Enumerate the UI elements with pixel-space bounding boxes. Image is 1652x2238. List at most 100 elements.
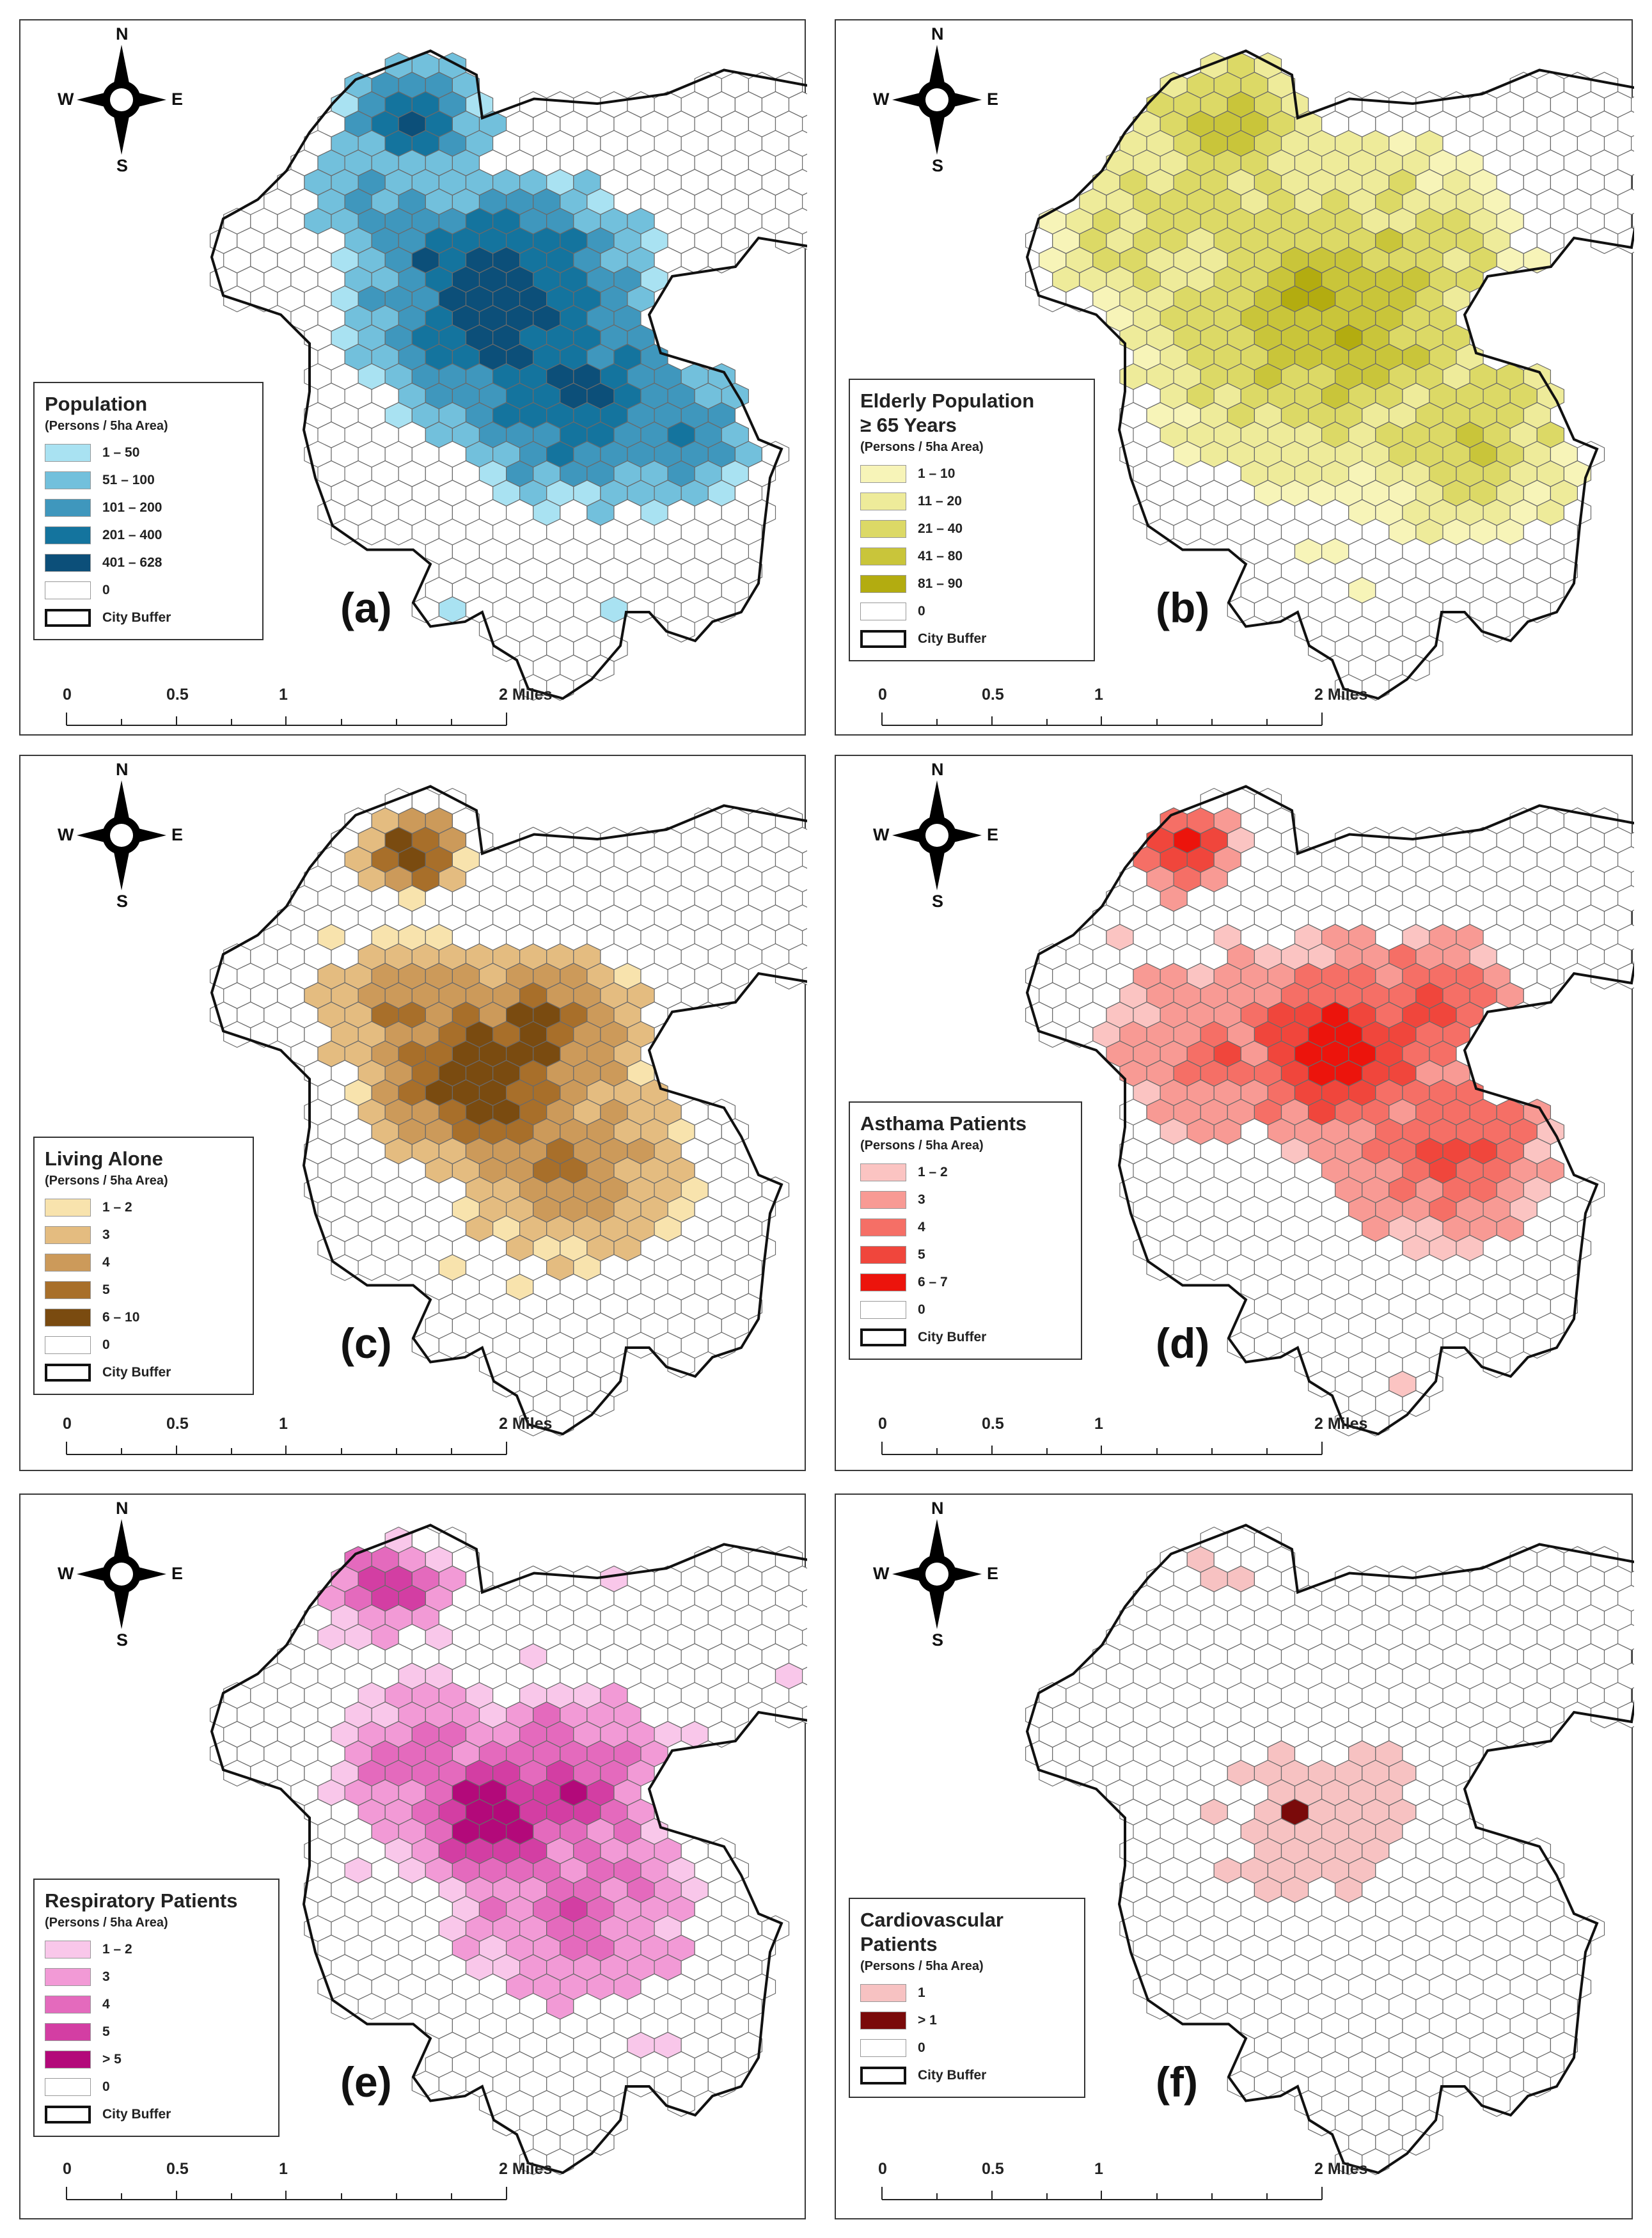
legend-swatch	[860, 2038, 906, 2057]
legend-e: Respiratory Patients (Persons / 5ha Area…	[33, 1879, 279, 2137]
map-panel-a: N S W E Population (Persons / 5ha Area) …	[19, 19, 807, 737]
legend-class: 51 – 100	[102, 472, 155, 487]
compass-s: S	[116, 1630, 129, 1650]
legend-row: 201 – 400	[45, 521, 252, 549]
legend-row: 4	[45, 1249, 242, 1276]
city-buffer-outline	[210, 785, 807, 1436]
hex-map-c	[210, 785, 807, 1437]
map-panel-b: N S W E Elderly Population ≥ 65 Years (P…	[835, 19, 1634, 736]
legend-buffer: City Buffer	[102, 2106, 171, 2122]
legend-swatch	[45, 553, 91, 572]
scale-05: 0.5	[982, 686, 1004, 704]
legend-class: 0	[918, 1302, 925, 1317]
compass-n: N	[931, 760, 944, 779]
legend-class: > 5	[102, 2051, 122, 2067]
legend-class: 5	[102, 1282, 110, 1297]
legend-swatch	[860, 602, 906, 620]
legend-swatch	[860, 1300, 906, 1319]
legend-class: 0	[102, 2079, 110, 2094]
buffer-swatch	[45, 2105, 91, 2124]
legend-swatch	[45, 2077, 91, 2096]
legend-swatch	[860, 1273, 906, 1291]
legend-swatch	[45, 526, 91, 544]
legend-class: 1 – 2	[102, 1199, 132, 1215]
hex-map-f	[1025, 1524, 1634, 2175]
compass-e: E	[171, 90, 184, 109]
legend-unit: (Persons / 5ha Area)	[45, 419, 168, 433]
legend-swatch	[860, 464, 906, 483]
scale-0: 0	[63, 1415, 72, 1433]
legend-class: 1 – 2	[102, 1941, 132, 1957]
legend-buffer: City Buffer	[102, 1364, 171, 1380]
legend-row: 4	[45, 1990, 268, 2018]
legend-class: 4	[918, 1219, 925, 1234]
legend-class: 0	[918, 2040, 925, 2055]
compass-n: N	[931, 24, 944, 43]
compass-n: N	[116, 24, 129, 43]
scale-05: 0.5	[982, 2160, 1004, 2178]
scale-0: 0	[63, 686, 72, 704]
city-buffer-outline	[210, 49, 807, 700]
legend-swatch	[860, 574, 906, 593]
scale-0: 0	[878, 1415, 887, 1433]
scale-0: 0	[63, 2160, 72, 2178]
legend-row: 0	[45, 1331, 242, 1359]
hex-map-a	[210, 49, 807, 701]
legend-swatch	[45, 443, 91, 462]
north-arrow-icon: N S W E	[861, 1499, 998, 1650]
scale-1: 1	[1094, 1415, 1103, 1433]
compass-n: N	[116, 1499, 129, 1518]
compass-s: S	[116, 156, 129, 175]
compass-w: W	[873, 90, 890, 109]
legend-title: Asthama Patients	[860, 1112, 1027, 1135]
scale-bar-f: 0 0.5 1 2 Miles	[861, 2160, 1367, 2211]
legend-class: 3	[102, 1969, 110, 1984]
legend-unit: (Persons / 5ha Area)	[860, 1959, 984, 1973]
legend-row: 3	[45, 1221, 242, 1249]
legend-title: Cardiovascular	[860, 1909, 1003, 1931]
legend-title-2: ≥ 65 Years	[860, 414, 957, 436]
compass-w: W	[873, 1564, 890, 1583]
legend-row: 0	[860, 597, 1083, 625]
hex-cells	[210, 52, 807, 701]
compass-w: W	[58, 1564, 74, 1583]
legend-class: 1 – 50	[102, 445, 140, 460]
scale-05: 0.5	[166, 2160, 189, 2178]
compass-s: S	[932, 892, 944, 911]
map-panel-d: N S W E Asthama Patients (Persons / 5ha …	[835, 755, 1634, 1471]
hex-cell	[1483, 2090, 1511, 2117]
legend-class: 1 – 2	[918, 1164, 948, 1179]
legend-swatch	[860, 1245, 906, 1264]
city-buffer-outline	[210, 1524, 807, 2175]
legend-unit: (Persons / 5ha Area)	[45, 1916, 168, 1930]
legend-swatch	[45, 2050, 91, 2069]
scale-2: 2 Miles	[1314, 1415, 1368, 1433]
panel-label-e: (e)	[340, 2058, 392, 2106]
legend-class: 5	[102, 2024, 110, 2039]
scale-1: 1	[279, 686, 288, 704]
legend-class: 21 – 40	[918, 521, 963, 536]
buffer-swatch	[45, 608, 91, 627]
hex-cell	[667, 2090, 695, 2117]
scale-bar-d: 0 0.5 1 2 Miles	[861, 1415, 1367, 1466]
legend-swatch	[860, 2011, 906, 2029]
legend-c: Living Alone (Persons / 5ha Area) 1 – 2 …	[33, 1137, 254, 1395]
legend-row: 5	[45, 2018, 268, 2045]
legend-class: 3	[918, 1192, 925, 1207]
legend-row: 1 – 2	[860, 1158, 1071, 1186]
legend-class: 101 – 200	[102, 500, 162, 515]
buffer-swatch	[860, 629, 906, 648]
buffer-swatch	[860, 2066, 906, 2084]
scale-bar-a: 0 0.5 1 2 Miles	[46, 686, 552, 737]
scale-0: 0	[878, 686, 887, 704]
legend-class: 1	[918, 1985, 925, 2000]
map-panel-e: N S W E Respiratory Patients (Persons / …	[19, 1493, 807, 2219]
legend-row: 0	[45, 576, 252, 604]
legend-row-buffer: City Buffer	[860, 1323, 1071, 1351]
scale-05: 0.5	[982, 1415, 1004, 1433]
legend-swatch	[860, 519, 906, 538]
legend-swatch	[45, 1336, 91, 1354]
legend-title-2: Patients	[860, 1933, 938, 1955]
scale-2: 2 Miles	[499, 686, 553, 704]
legend-row: 81 – 90	[860, 570, 1083, 597]
